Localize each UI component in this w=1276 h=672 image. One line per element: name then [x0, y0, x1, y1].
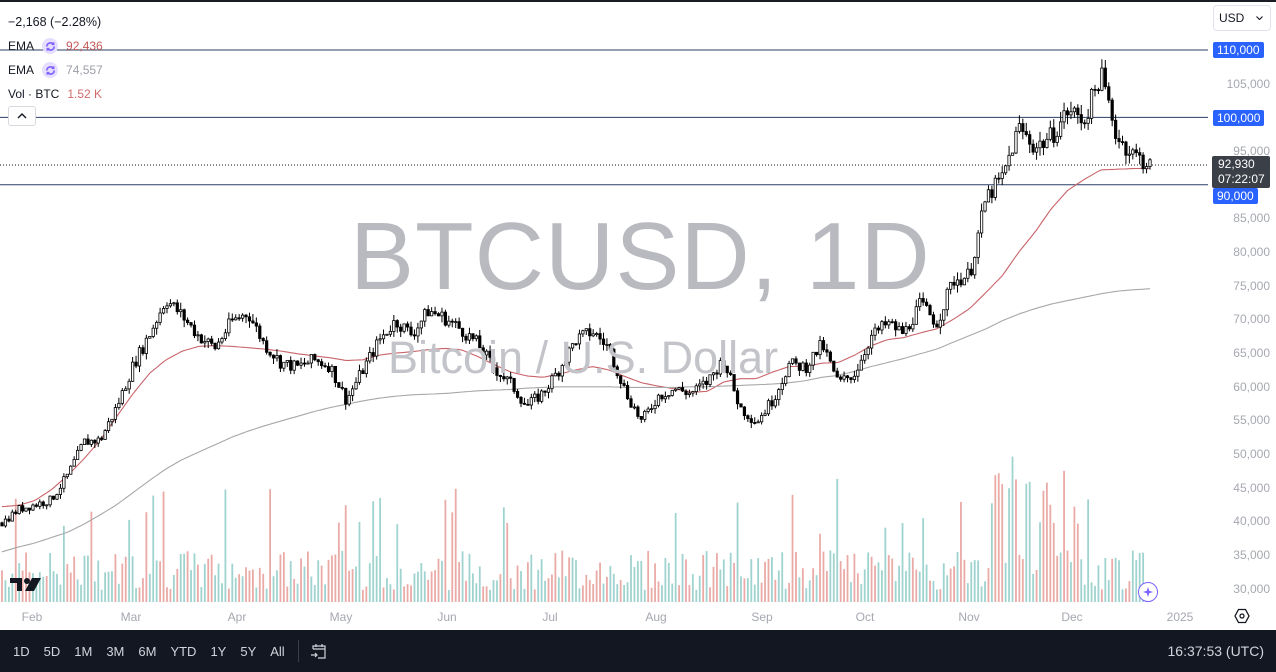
price-axis-label: 70,000 — [1233, 312, 1270, 327]
price-axis-label: 75,000 — [1233, 278, 1270, 293]
price-axis-label: 50,000 — [1233, 447, 1270, 462]
price-axis-label: 105,000 — [1226, 76, 1270, 91]
indicator-legend: −2,168 (−2.28%) EMA 92,436 EMA 74,557 Vo… — [8, 10, 103, 106]
ema-label: EMA — [8, 39, 35, 53]
hline-label-100000[interactable]: 100,000 — [1213, 110, 1265, 126]
volume-label: Vol · BTC — [8, 87, 60, 101]
collapse-legend-button[interactable] — [8, 106, 36, 126]
time-axis-label: Mar — [120, 610, 142, 624]
range-button-1d[interactable]: 1D — [13, 643, 30, 659]
ema-slow-value: 74,557 — [66, 63, 103, 77]
time-axis-label: Aug — [645, 610, 667, 624]
sparkle-icon — [1143, 587, 1153, 597]
chevron-down-icon — [1256, 16, 1263, 20]
price-axis-label: 35,000 — [1233, 548, 1270, 563]
price-axis[interactable]: 105,000 95,000 85,000 80,000 75,000 70,000 65,… — [1208, 0, 1276, 602]
go-to-date-button[interactable] — [309, 641, 329, 661]
volume-value: 1.52 K — [67, 87, 103, 101]
time-axis-label: Nov — [958, 610, 980, 624]
time-axis-label: 2025 — [1166, 610, 1194, 624]
time-axis-label: May — [329, 610, 353, 624]
time-axis-label: Dec — [1061, 610, 1083, 624]
top-border — [0, 0, 1276, 2]
tradingview-logo[interactable] — [10, 576, 42, 599]
ai-assistant-button[interactable] — [1138, 582, 1158, 602]
time-axis-label: Jun — [437, 610, 457, 624]
hline-label-90000[interactable]: 90,000 — [1213, 188, 1258, 204]
bar-countdown: 07:22:07 — [1218, 172, 1265, 186]
symbol-watermark: BTCUSD, 1D — [350, 203, 931, 310]
range-button-3m[interactable]: 3M — [106, 643, 125, 659]
ema-fast-value: 92,436 — [66, 39, 103, 53]
hline-label-110000[interactable]: 110,000 — [1213, 42, 1264, 58]
range-button-5d[interactable]: 5D — [43, 643, 61, 659]
price-axis-label: 80,000 — [1233, 245, 1270, 260]
calendar-goto-icon — [310, 644, 326, 659]
time-axis-label: Feb — [21, 610, 43, 624]
range-button-5y[interactable]: 5Y — [240, 643, 257, 659]
range-button-6m[interactable]: 6M — [138, 643, 157, 659]
utc-clock[interactable]: 16:37:53 (UTC) — [1167, 643, 1264, 659]
time-axis-label: Jul — [542, 610, 558, 624]
price-axis-label: 60,000 — [1233, 379, 1270, 394]
currency-select[interactable]: USD — [1213, 5, 1271, 31]
time-axis-label: Oct — [855, 610, 875, 624]
legend-volume[interactable]: Vol · BTC 1.52 K — [8, 82, 103, 106]
price-axis-label: 55,000 — [1233, 413, 1270, 428]
legend-ema-slow[interactable]: EMA 74,557 — [8, 58, 103, 82]
settings-hexagon-icon — [1234, 608, 1250, 624]
price-change: −2,168 (−2.28%) — [8, 15, 102, 29]
price-axis-label: 40,000 — [1233, 514, 1270, 529]
range-button-all[interactable]: All — [270, 643, 285, 659]
range-button-1y[interactable]: 1Y — [210, 643, 227, 659]
price-axis-label: 65,000 — [1233, 346, 1270, 361]
symbol-description-watermark: Bitcoin / U.S. Dollar — [388, 332, 779, 383]
date-range-selector: 1D 5D 1M 3M 6M YTD 1Y 5Y All — [6, 630, 329, 672]
range-button-ytd[interactable]: YTD — [170, 643, 197, 659]
time-axis[interactable]: Feb Mar Apr May Jun Jul Aug Sep Oct Nov Dec 2025 — [0, 602, 1208, 630]
legend-ema-fast[interactable]: EMA 92,436 — [8, 34, 103, 58]
divider — [297, 640, 299, 662]
refresh-icon[interactable] — [42, 38, 59, 54]
chevron-up-icon — [17, 113, 27, 119]
price-axis-label: 95,000 — [1233, 144, 1270, 159]
range-button-1m[interactable]: 1M — [74, 643, 93, 659]
price-plot[interactable] — [0, 2, 1208, 602]
bottom-toolbar: 1D 5D 1M 3M 6M YTD 1Y 5Y All 16:37:53 (UTC) — [0, 630, 1276, 672]
ema-label: EMA — [8, 63, 35, 77]
time-axis-label: Sep — [751, 610, 773, 624]
time-axis-label: Apr — [227, 610, 247, 624]
chart-pane[interactable]: BTCUSD, 1D Bitcoin / U.S. Dollar −2,168 … — [0, 2, 1208, 602]
price-axis-label: 30,000 — [1233, 581, 1270, 596]
currency-value: USD — [1219, 11, 1245, 25]
price-axis-label: 85,000 — [1233, 211, 1270, 226]
current-price-label: 92,930 07:22:07 — [1212, 156, 1270, 188]
price-axis-label: 45,000 — [1233, 480, 1270, 495]
chart-settings-button[interactable] — [1234, 608, 1250, 629]
current-price: 92,930 — [1218, 157, 1255, 171]
refresh-icon[interactable] — [42, 62, 59, 78]
